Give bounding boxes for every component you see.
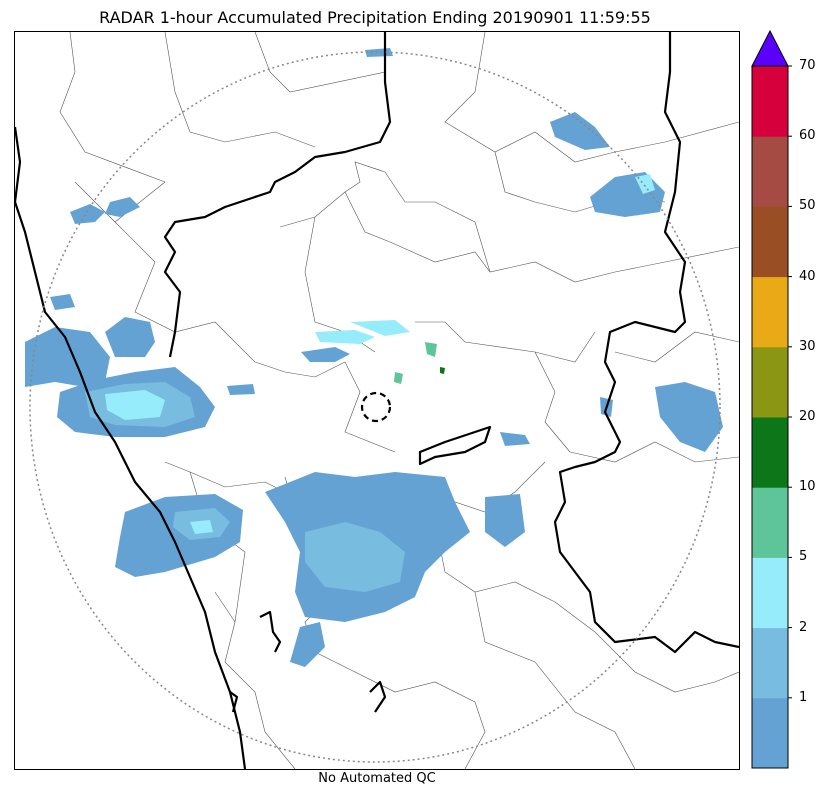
colorbar-tick-label: 5 bbox=[799, 549, 808, 565]
colorbar-segment bbox=[752, 136, 788, 207]
radar-range-ring bbox=[29, 51, 721, 763]
colorbar-extend-arrow bbox=[751, 29, 789, 67]
colorbar-tick-label: 10 bbox=[799, 479, 816, 495]
state-boundaries bbox=[15, 32, 739, 769]
colorbar-tick-label: 20 bbox=[799, 409, 816, 424]
colorbar-segment bbox=[752, 557, 788, 629]
radar-map[interactable] bbox=[14, 31, 740, 770]
colorbar-segment bbox=[752, 276, 788, 348]
colorbar-tick-label: 60 bbox=[799, 128, 816, 144]
colorbar-segment bbox=[752, 487, 788, 558]
colorbar-tick-label: 50 bbox=[799, 198, 816, 214]
colorbar-tick-label: 40 bbox=[799, 268, 816, 284]
colorbar-segment bbox=[752, 346, 788, 418]
colorbar-tick-label: 30 bbox=[799, 338, 816, 354]
map-title: RADAR 1-hour Accumulated Precipitation E… bbox=[99, 8, 651, 27]
colorbar-segment bbox=[752, 206, 788, 278]
radar-site-marker bbox=[360, 391, 392, 423]
colorbar bbox=[751, 29, 792, 769]
colorbar-segment bbox=[752, 697, 788, 769]
colorbar-tick-label: 70 bbox=[799, 58, 816, 73]
colorbar-tick-label: 1 bbox=[799, 689, 808, 705]
colorbar-segment bbox=[752, 66, 788, 137]
colorbar-segment bbox=[752, 627, 788, 699]
colorbar-segment bbox=[752, 417, 788, 488]
qc-note: No Automated QC bbox=[318, 771, 436, 786]
precipitation-field bbox=[25, 48, 723, 667]
colorbar-tick-label: 2 bbox=[799, 619, 808, 635]
